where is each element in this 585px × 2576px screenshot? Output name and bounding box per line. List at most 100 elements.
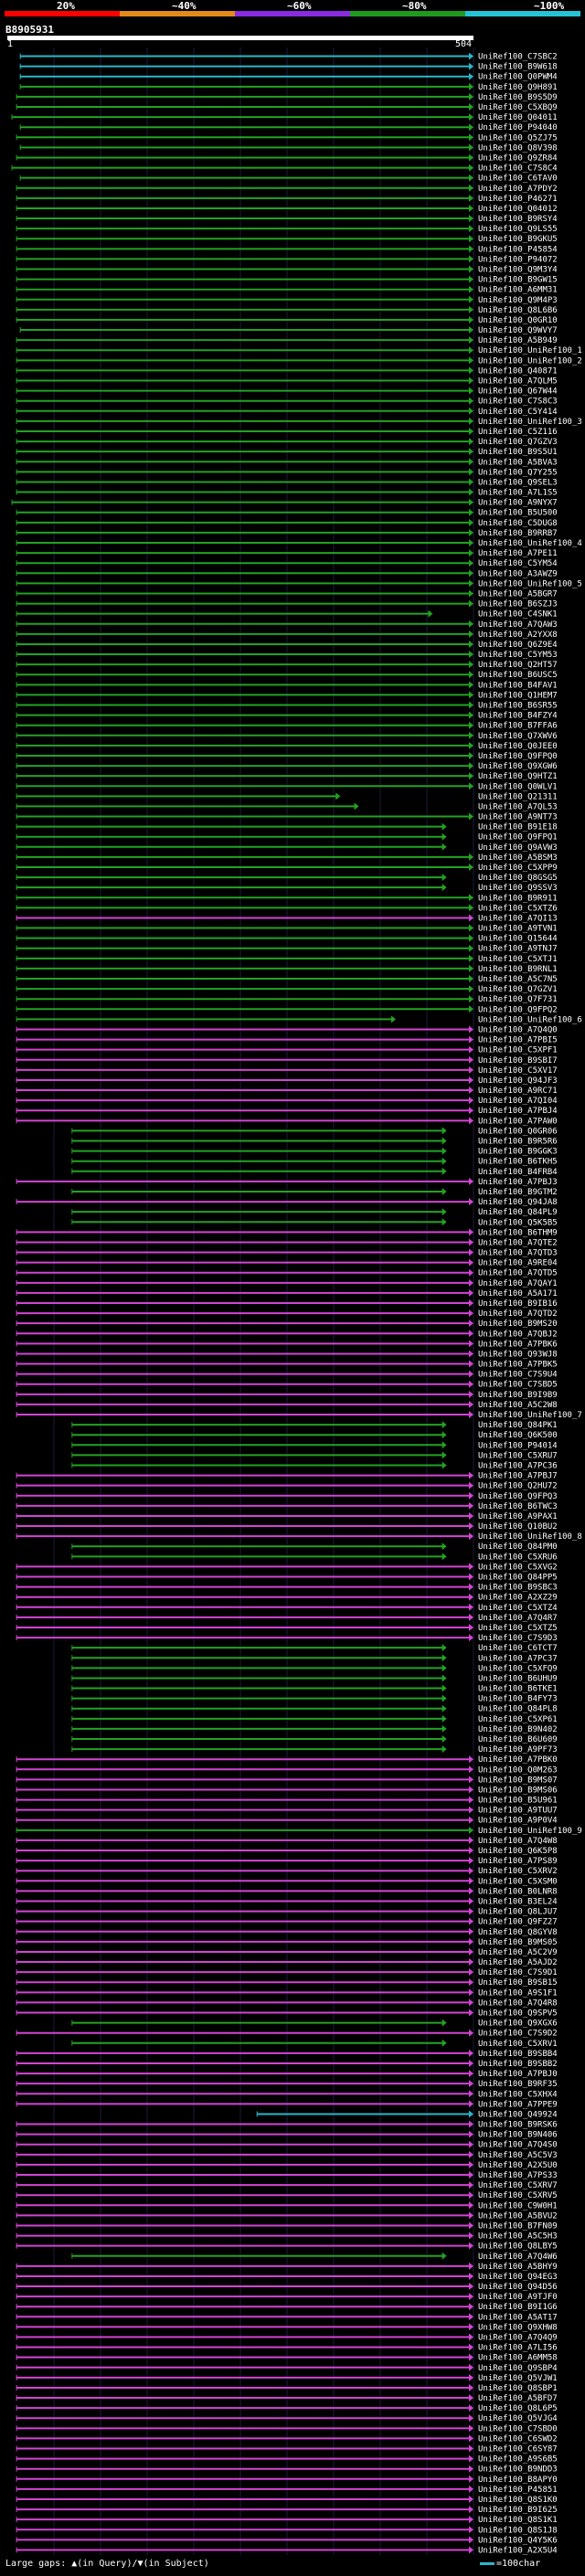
hit-label: UniRef100_Q5VJG4 bbox=[478, 2414, 558, 2423]
hit-end-arrow bbox=[469, 204, 473, 212]
hit-end-arrow bbox=[469, 315, 473, 323]
hit-end-arrow bbox=[469, 2485, 473, 2493]
hit-end-arrow bbox=[469, 1877, 473, 1885]
hit-label: UniRef100_Q7XWV6 bbox=[478, 732, 558, 741]
hit-end-arrow bbox=[469, 508, 473, 516]
hit-label: UniRef100_A7PE11 bbox=[478, 549, 558, 558]
hit-end-arrow bbox=[469, 2424, 473, 2433]
hit-label: UniRef100_C5XTZ5 bbox=[478, 1624, 558, 1633]
hit-end-arrow bbox=[469, 245, 473, 253]
hit-end-arrow bbox=[469, 863, 473, 871]
hit-label: UniRef100_B9SBB2 bbox=[478, 2060, 558, 2069]
hit-label: UniRef100_A7PBK6 bbox=[478, 1340, 558, 1349]
hit-end-arrow bbox=[441, 1208, 447, 1216]
hit-end-arrow bbox=[469, 1320, 473, 1328]
hit-label: UniRef100_Q9H891 bbox=[478, 83, 558, 92]
color-segment-cyan bbox=[465, 11, 580, 16]
hit-label: UniRef100_B9GW15 bbox=[478, 276, 558, 285]
hit-end-arrow bbox=[469, 751, 473, 759]
hit-end-arrow bbox=[469, 701, 473, 709]
hit-label: UniRef100_A5A171 bbox=[478, 1289, 558, 1299]
hit-end-arrow bbox=[469, 559, 473, 567]
hit-label: UniRef100_A7Q4W6 bbox=[478, 2253, 558, 2262]
hit-end-arrow bbox=[469, 2242, 473, 2250]
hit-end-arrow bbox=[469, 438, 473, 446]
hit-label: UniRef100_B9N406 bbox=[478, 2131, 558, 2140]
hit-end-arrow bbox=[441, 1137, 447, 1145]
hit-end-arrow bbox=[469, 336, 473, 345]
hit-label: UniRef100_B4FRB4 bbox=[478, 1168, 558, 1177]
hit-end-arrow bbox=[469, 1857, 473, 1865]
hit-label: UniRef100_Q0GR10 bbox=[478, 316, 558, 325]
hit-label: UniRef100_B9GGK3 bbox=[478, 1148, 558, 1157]
hit-end-arrow bbox=[469, 1613, 473, 1621]
hit-label: UniRef100_P45854 bbox=[478, 245, 558, 254]
hit-end-arrow bbox=[469, 2313, 473, 2321]
hit-end-arrow bbox=[469, 620, 473, 628]
hit-end-arrow bbox=[441, 1147, 447, 1155]
hit-end-arrow bbox=[469, 376, 473, 385]
hit-end-arrow bbox=[469, 62, 473, 70]
hit-label: UniRef100_Q40871 bbox=[478, 366, 558, 376]
hit-label: UniRef100_UniRef100_2 bbox=[478, 356, 582, 366]
hit-label: UniRef100_B6U609 bbox=[478, 1735, 558, 1744]
hit-end-arrow bbox=[469, 1288, 473, 1297]
hit-end-arrow bbox=[469, 904, 473, 912]
hit-end-arrow bbox=[441, 1187, 447, 1195]
hit-end-arrow bbox=[469, 2394, 473, 2402]
hit-label: UniRef100_C5XRV1 bbox=[478, 2040, 558, 2049]
hit-end-arrow bbox=[469, 630, 473, 638]
hit-label: UniRef100_B9I9B9 bbox=[478, 1391, 558, 1400]
hit-label: UniRef100_A5AJD2 bbox=[478, 1958, 558, 1967]
hit-end-arrow bbox=[469, 1350, 473, 1358]
hit-label: UniRef100_Q9FPQ0 bbox=[478, 752, 558, 761]
hit-label: UniRef100_A7QTD2 bbox=[478, 1309, 558, 1319]
hit-end-arrow bbox=[469, 184, 473, 192]
hit-end-arrow bbox=[469, 326, 473, 334]
hit-end-arrow bbox=[441, 1735, 447, 1744]
hit-end-arrow bbox=[469, 599, 473, 608]
hit-label: UniRef100_C5XTZ4 bbox=[478, 1604, 558, 1613]
hit-end-arrow bbox=[469, 2201, 473, 2210]
hit-label: UniRef100_B9S5U1 bbox=[478, 448, 558, 457]
hit-label: UniRef100_A9S6B5 bbox=[478, 2455, 558, 2465]
hit-end-arrow bbox=[469, 488, 473, 496]
hit-end-arrow bbox=[469, 2049, 473, 2057]
hit-end-arrow bbox=[469, 123, 473, 132]
hit-end-arrow bbox=[469, 1603, 473, 1611]
hit-label: UniRef100_Q0WLV1 bbox=[478, 782, 558, 791]
hit-label: UniRef100_A5BVU2 bbox=[478, 2211, 558, 2221]
hit-end-arrow bbox=[469, 2353, 473, 2361]
hit-label: UniRef100_B9RSK6 bbox=[478, 2121, 558, 2130]
hit-end-arrow bbox=[469, 914, 473, 922]
hit-end-arrow bbox=[469, 52, 473, 60]
hit-label: UniRef100_Q9SBP4 bbox=[478, 2364, 558, 2373]
hit-label: UniRef100_A9P0V4 bbox=[478, 1817, 558, 1826]
hit-end-arrow bbox=[469, 1998, 473, 2007]
hit-end-arrow bbox=[469, 72, 473, 80]
hit-end-arrow bbox=[469, 1958, 473, 1966]
hit-label: UniRef100_A7QLM5 bbox=[478, 377, 558, 387]
hit-end-arrow bbox=[469, 2404, 473, 2412]
hit-label: UniRef100_A5BSM3 bbox=[478, 853, 558, 863]
hit-label: UniRef100_B6USC5 bbox=[478, 671, 558, 680]
hit-end-arrow bbox=[469, 1887, 473, 1895]
hit-label: UniRef100_A3AWZ9 bbox=[478, 569, 558, 578]
hit-label: UniRef100_A9TVN1 bbox=[478, 925, 558, 934]
scale-label-80: ~80% bbox=[402, 0, 427, 12]
hit-end-arrow bbox=[469, 235, 473, 243]
hit-label: UniRef100_Q1HEM7 bbox=[478, 691, 558, 700]
hit-end-arrow bbox=[469, 1411, 473, 1419]
hit-end-arrow bbox=[469, 427, 473, 435]
hit-label: UniRef100_Q9SEL3 bbox=[478, 478, 558, 487]
hit-end-arrow bbox=[469, 1511, 473, 1520]
hit-end-arrow bbox=[469, 1025, 473, 1034]
hit-label: UniRef100_C5XRU6 bbox=[478, 1553, 558, 1562]
hit-label: UniRef100_P94040 bbox=[478, 123, 558, 133]
hit-end-arrow bbox=[469, 691, 473, 699]
hit-label: UniRef100_Q6Z9E4 bbox=[478, 641, 558, 650]
hit-end-arrow bbox=[469, 2080, 473, 2088]
hit-label: UniRef100_C6SWD2 bbox=[478, 2434, 558, 2443]
hit-label: UniRef100_C5XHX4 bbox=[478, 2090, 558, 2099]
hit-end-arrow bbox=[469, 478, 473, 486]
